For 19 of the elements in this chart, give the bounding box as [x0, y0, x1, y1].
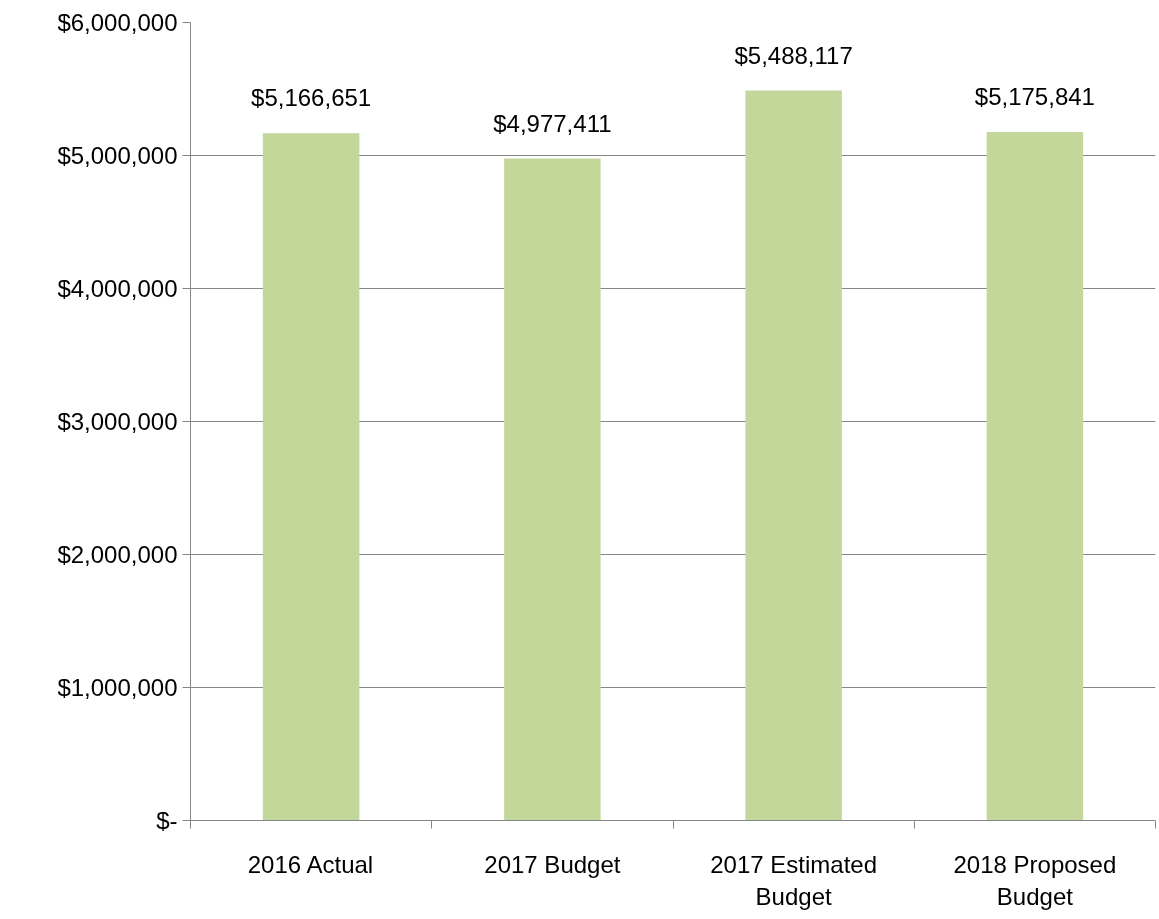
bar — [986, 132, 1084, 821]
y-tick-label: $1,000,000 — [57, 674, 178, 701]
data-label: $5,175,841 — [974, 83, 1095, 111]
data-label: $5,488,117 — [734, 41, 853, 69]
x-tick-label: 2017 Estimated Budget — [710, 850, 878, 910]
x-tick-label: 2016 Actual — [247, 850, 374, 878]
y-tick-label: $2,000,000 — [57, 541, 178, 568]
data-label: $5,166,651 — [251, 84, 372, 112]
y-tick-label: $4,000,000 — [57, 275, 178, 302]
y-tick-label: $3,000,000 — [57, 408, 178, 435]
y-tick-label: $6,000,000 — [57, 9, 178, 36]
y-tick-label: $- — [156, 807, 178, 834]
data-label: $4,977,411 — [493, 109, 612, 137]
bar — [745, 90, 842, 821]
x-tick-label: 2018 Proposed Budget — [953, 850, 1117, 910]
bar — [504, 158, 601, 821]
x-tick-label: 2017 Budget — [484, 850, 621, 878]
y-tick-label: $5,000,000 — [57, 142, 178, 169]
bar — [262, 133, 360, 821]
